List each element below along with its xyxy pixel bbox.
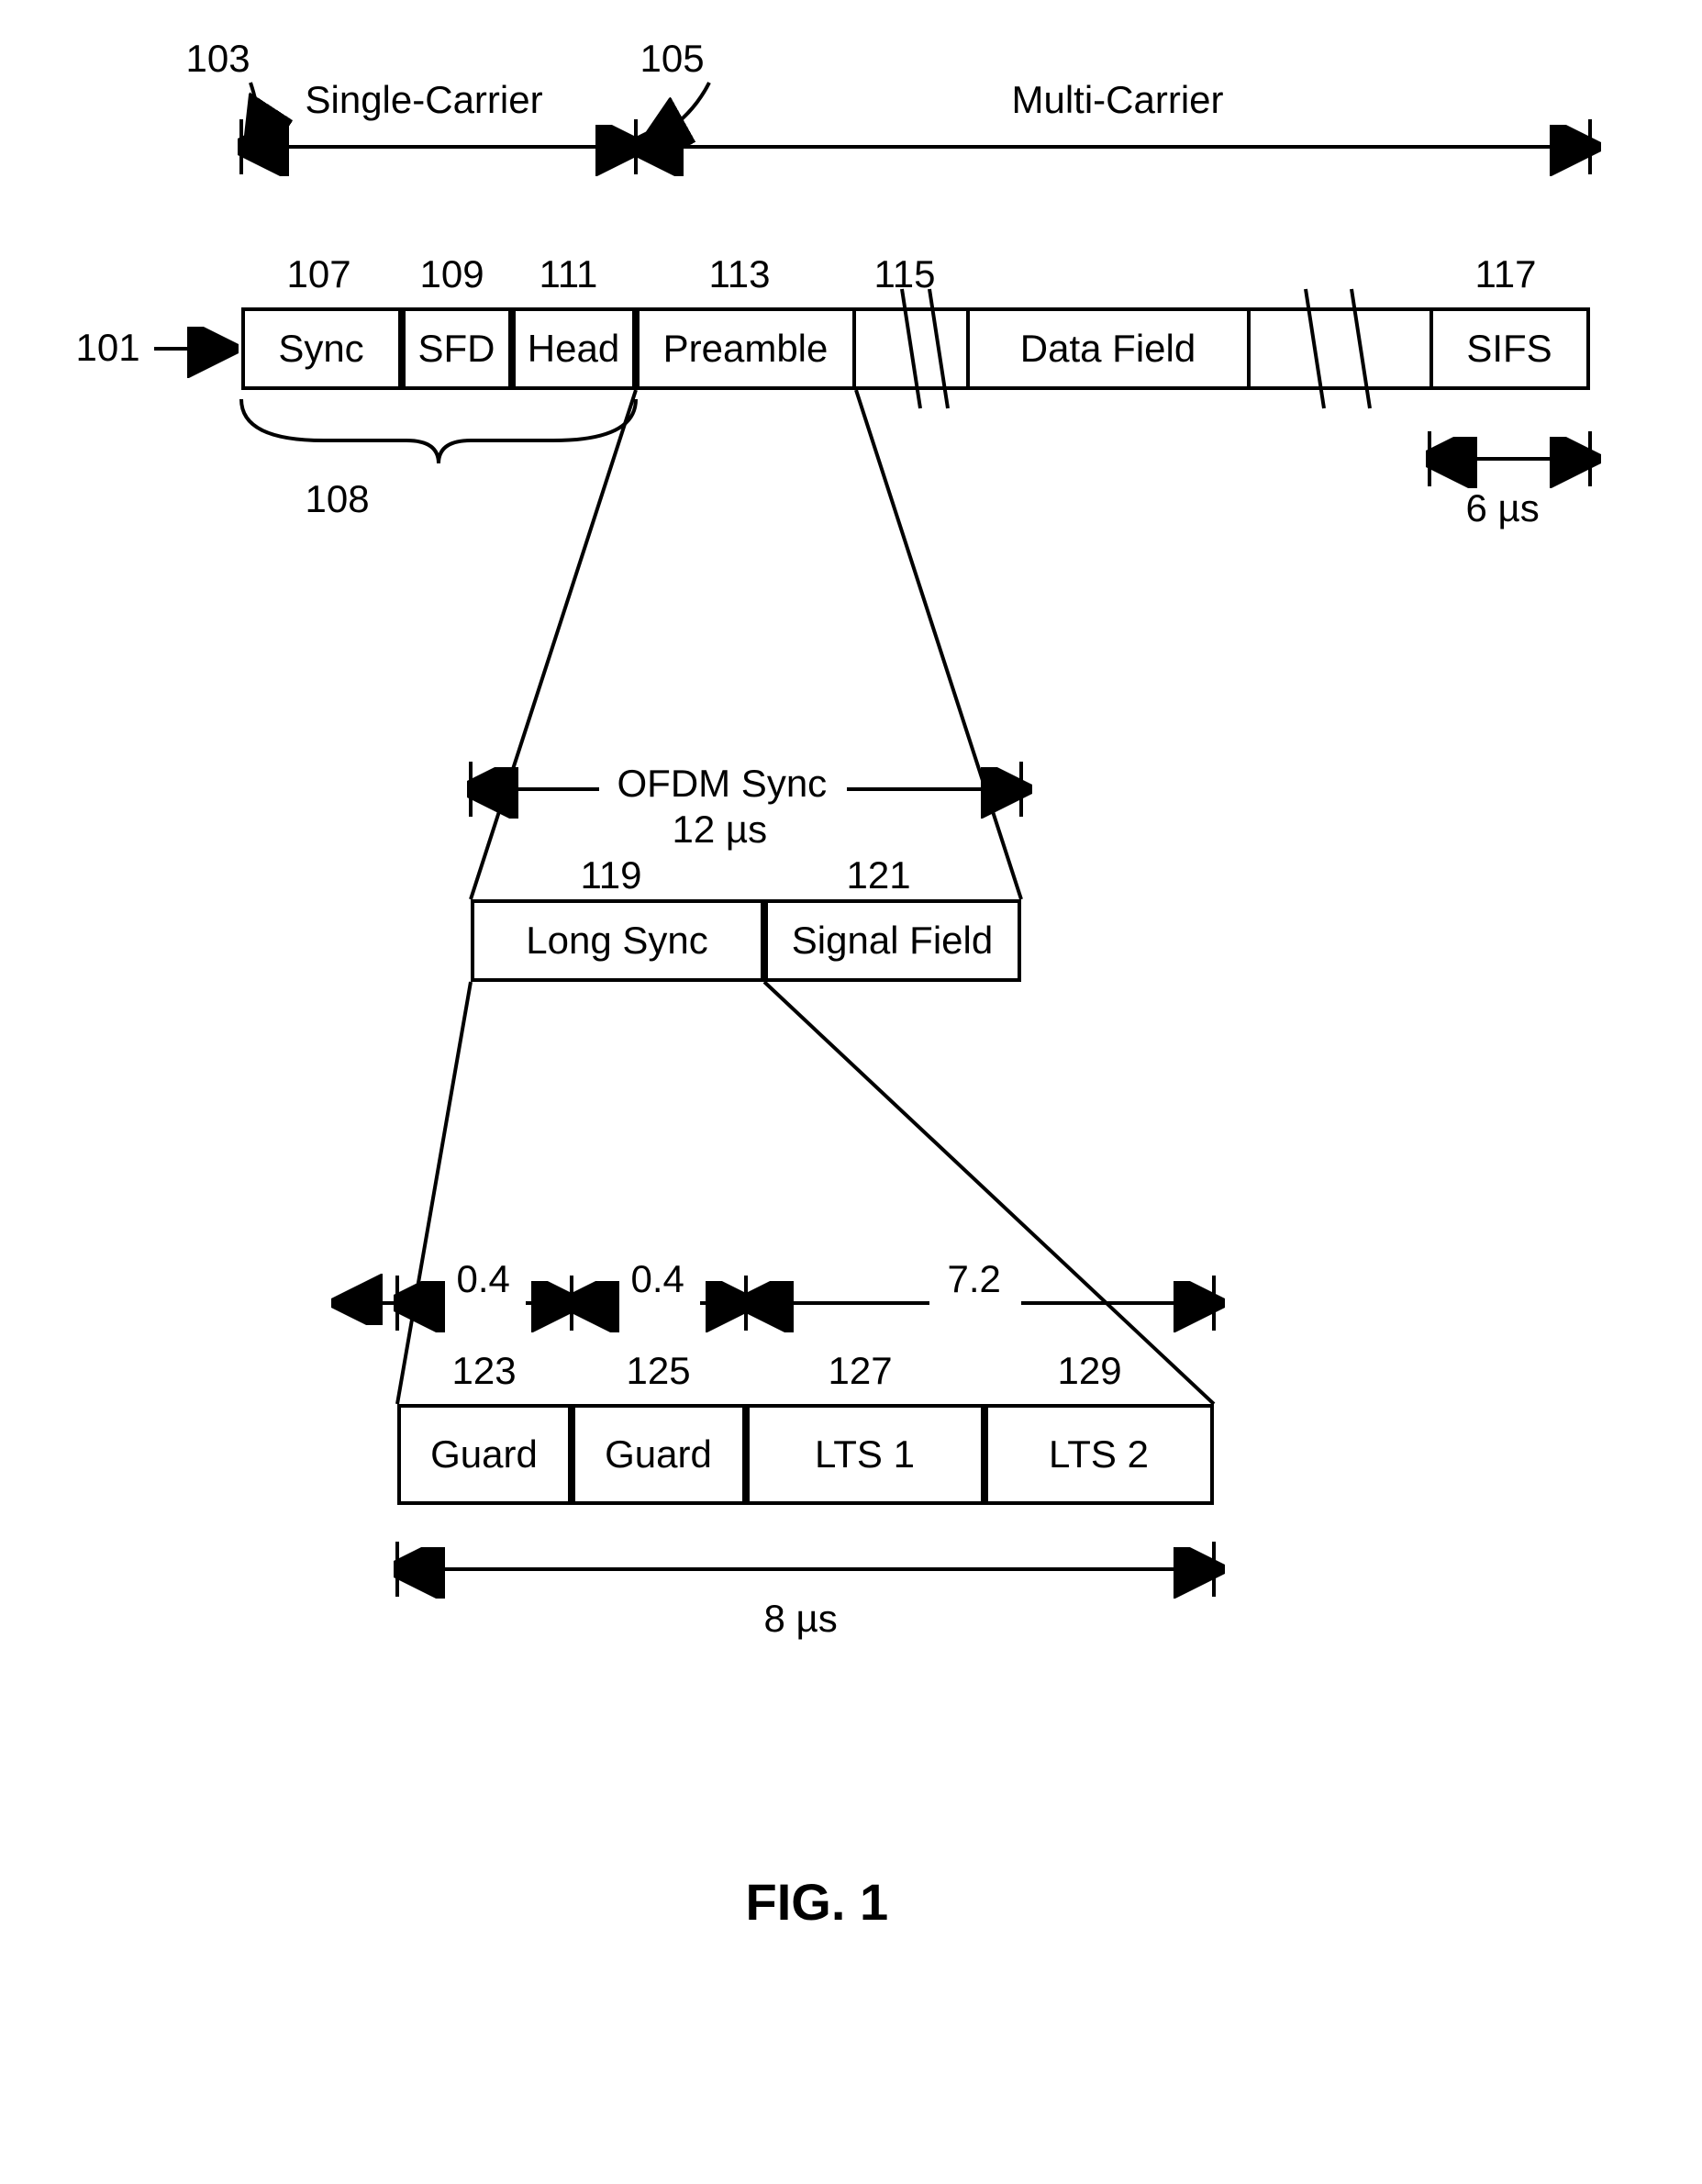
- ref-127: 127: [829, 1349, 893, 1393]
- label-72: 7.2: [948, 1257, 1001, 1301]
- label-8us: 8 µs: [764, 1597, 838, 1641]
- box-sfd: SFD: [402, 307, 512, 390]
- label-04a: 0.4: [457, 1257, 510, 1301]
- box-preamble: Preamble: [636, 307, 856, 390]
- ref-121: 121: [847, 853, 911, 897]
- box-guard1: Guard: [397, 1404, 572, 1505]
- box-head: Head: [512, 307, 636, 390]
- label-multi-carrier: Multi-Carrier: [1012, 78, 1224, 122]
- figure-label: FIG. 1: [746, 1872, 889, 1932]
- box-preamble-label: Preamble: [663, 327, 829, 371]
- ref-115: 115: [874, 252, 936, 296]
- ref-105: 105: [640, 37, 705, 81]
- ref-101: 101: [76, 326, 140, 370]
- box-guard2: Guard: [572, 1404, 746, 1505]
- box-datafield: Data Field: [966, 307, 1251, 390]
- label-single-carrier: Single-Carrier: [306, 78, 543, 122]
- ref-117: 117: [1475, 252, 1537, 296]
- box-lts2-label: LTS 2: [1049, 1432, 1149, 1476]
- box-sfd-label: SFD: [418, 327, 495, 371]
- box-signal-field: Signal Field: [764, 899, 1021, 982]
- box-sync: Sync: [241, 307, 402, 390]
- box-lts1: LTS 1: [746, 1404, 984, 1505]
- ref-107: 107: [287, 252, 351, 296]
- box-lts1-label: LTS 1: [815, 1432, 915, 1476]
- box-sifs-label: SIFS: [1466, 327, 1552, 371]
- ref-129: 129: [1058, 1349, 1122, 1393]
- ref-111: 111: [540, 252, 598, 296]
- ref-119: 119: [581, 853, 642, 897]
- ref-109: 109: [420, 252, 484, 296]
- ref-103: 103: [186, 37, 250, 81]
- box-lts2: LTS 2: [984, 1404, 1214, 1505]
- box-sync-label: Sync: [278, 327, 363, 371]
- box-guard1-label: Guard: [430, 1432, 538, 1476]
- label-ofdm-sync: OFDM Sync: [617, 762, 828, 806]
- canvas: Single-Carrier Multi-Carrier 103 105 101…: [49, 37, 1654, 2056]
- box-signal-field-label: Signal Field: [792, 919, 993, 963]
- ref-123: 123: [452, 1349, 517, 1393]
- ref-108: 108: [306, 477, 370, 521]
- box-guard2-label: Guard: [605, 1432, 712, 1476]
- box-head-label: Head: [528, 327, 619, 371]
- label-sifs-time: 6 µs: [1466, 486, 1540, 530]
- box-sifs: SIFS: [1429, 307, 1590, 390]
- box-datafield-label: Data Field: [1020, 327, 1196, 371]
- box-long-sync: Long Sync: [471, 899, 764, 982]
- box-long-sync-label: Long Sync: [526, 919, 707, 963]
- label-12us: 12 µs: [673, 808, 768, 852]
- ref-125: 125: [627, 1349, 691, 1393]
- label-04b: 0.4: [631, 1257, 684, 1301]
- ref-113: 113: [709, 252, 771, 296]
